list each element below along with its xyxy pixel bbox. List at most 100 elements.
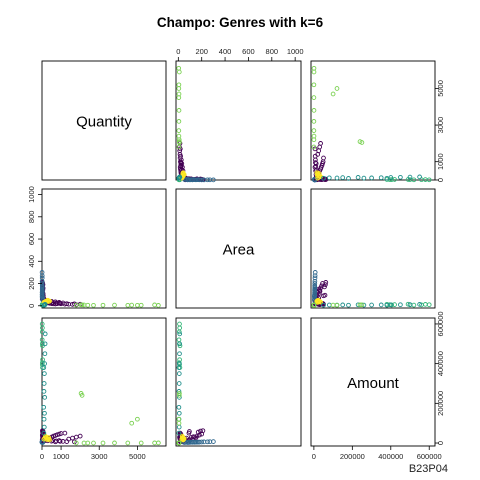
chart-caption: B23P04 — [409, 463, 448, 475]
point-cluster-1 — [318, 141, 323, 146]
point-cluster-6 — [176, 119, 182, 124]
point-cluster-6 — [359, 302, 365, 308]
point-cluster-5 — [176, 381, 182, 386]
point-cluster-5 — [42, 341, 48, 347]
point-cluster-5 — [41, 424, 47, 430]
point-cluster-2 — [312, 291, 318, 296]
point-cluster-6 — [176, 137, 182, 143]
point-cluster-6 — [177, 391, 182, 396]
point-cluster-6 — [311, 137, 317, 143]
point-cluster-5 — [41, 389, 47, 394]
point-cluster-5 — [407, 174, 413, 180]
panel-area-vs-amount — [310, 188, 436, 309]
point-cluster-6 — [311, 144, 317, 150]
point-cluster-6 — [81, 302, 87, 308]
tick-label-amount: 200000 — [436, 391, 445, 416]
point-cluster-2 — [201, 439, 207, 445]
panel-amount-vs-area — [175, 317, 302, 447]
tick-label-amount: 400000 — [378, 452, 403, 461]
point-cluster-2 — [312, 275, 318, 281]
point-cluster-3 — [392, 177, 397, 182]
point-cluster-1 — [62, 430, 68, 436]
point-cluster-1 — [187, 429, 192, 434]
point-cluster-1 — [57, 439, 63, 444]
point-cluster-6 — [311, 95, 317, 100]
point-cluster-5 — [41, 381, 47, 386]
point-cluster-5 — [369, 175, 374, 181]
point-cluster-5 — [355, 175, 361, 180]
point-cluster-6 — [176, 128, 182, 133]
point-cluster-5 — [321, 175, 326, 181]
point-cluster-6 — [73, 302, 79, 308]
point-cluster-5 — [176, 371, 182, 376]
point-cluster-2 — [40, 293, 45, 299]
diagonal-label-quantity: Quantity — [76, 114, 132, 131]
point-cluster-5 — [42, 302, 48, 307]
point-cluster-6 — [311, 302, 317, 308]
point-cluster-2 — [40, 284, 45, 290]
point-cluster-1 — [198, 428, 203, 434]
panel-quantity-vs-area — [175, 60, 302, 181]
point-cluster-6 — [176, 420, 182, 426]
point-cluster-1 — [77, 433, 83, 439]
tick-label-quantity: 3000 — [436, 117, 445, 134]
point-cluster-5 — [378, 302, 384, 308]
point-cluster-5 — [177, 341, 182, 347]
point-cluster-1 — [51, 433, 56, 439]
tick-label-area: 1000 — [27, 186, 36, 203]
point-cluster-4 — [46, 436, 52, 442]
point-cluster-2 — [40, 295, 46, 301]
tick-label-area: 800 — [27, 211, 36, 224]
chart-title: Champo: Genres with k=6 — [157, 15, 324, 30]
point-cluster-2 — [312, 287, 317, 293]
point-cluster-1 — [322, 284, 327, 290]
point-cluster-1 — [195, 429, 201, 435]
point-cluster-1 — [64, 439, 70, 444]
point-cluster-5 — [417, 302, 422, 307]
point-cluster-1 — [64, 301, 70, 307]
point-cluster-2 — [312, 278, 318, 284]
point-cluster-6 — [176, 440, 182, 446]
point-cluster-2 — [39, 287, 45, 293]
point-cluster-5 — [398, 174, 403, 180]
point-cluster-6 — [79, 302, 85, 308]
tick-label-area: 200 — [27, 277, 36, 290]
point-cluster-3 — [419, 302, 424, 308]
point-cluster-5 — [177, 351, 182, 357]
point-cluster-2 — [312, 270, 318, 275]
point-cluster-6 — [330, 91, 336, 97]
point-cluster-1 — [200, 428, 206, 434]
point-cluster-1 — [312, 153, 318, 159]
point-cluster-6 — [100, 302, 106, 308]
point-cluster-3 — [176, 329, 182, 335]
tick-label-quantity: 1000 — [53, 452, 70, 461]
point-cluster-1 — [178, 153, 183, 159]
point-cluster-6 — [125, 440, 131, 446]
point-cluster-2 — [207, 439, 213, 445]
tick-label-amount: 600000 — [417, 452, 442, 461]
point-cluster-2 — [312, 293, 317, 299]
point-cluster-5 — [177, 331, 183, 337]
point-cluster-1 — [191, 434, 196, 440]
point-cluster-6 — [176, 91, 182, 97]
point-cluster-6 — [311, 82, 317, 88]
point-cluster-5 — [326, 175, 332, 181]
panel-quantity-vs-quantity — [41, 60, 167, 181]
point-cluster-2 — [39, 278, 45, 284]
point-cluster-5 — [369, 302, 374, 308]
point-cluster-1 — [178, 160, 184, 165]
tick-label-quantity: 5000 — [436, 80, 445, 97]
panel-area-vs-quantity — [41, 188, 167, 309]
tick-label-quantity: 0 — [40, 452, 44, 461]
point-cluster-5 — [41, 430, 47, 436]
point-cluster-2 — [184, 177, 189, 182]
point-cluster-2 — [185, 439, 191, 445]
point-cluster-1 — [193, 435, 199, 441]
tick-label-area: 1000 — [287, 47, 304, 56]
panel-grid: Quantity Area Amount 0 200 400 600 800 1000 0 1000… — [27, 47, 445, 461]
point-cluster-4 — [315, 170, 321, 176]
tick-label-amount: 0 — [436, 441, 445, 445]
point-cluster-2 — [201, 177, 207, 183]
point-cluster-2 — [184, 439, 189, 445]
